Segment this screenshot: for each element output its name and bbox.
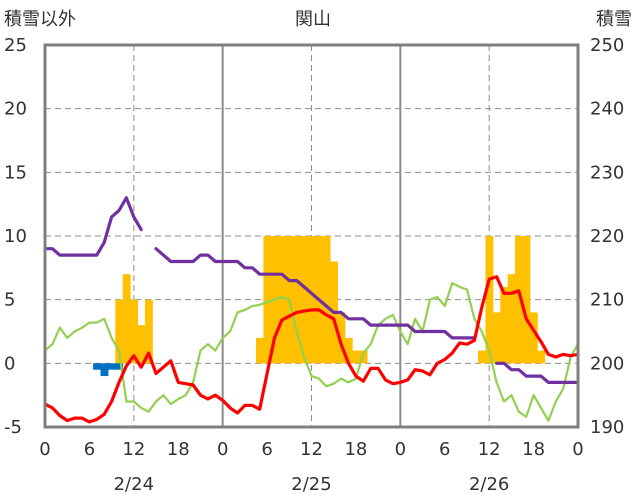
left-tick-label: -5 (4, 417, 22, 438)
chart-title: 関山 (295, 9, 331, 30)
x-tick-label: 0 (39, 439, 50, 460)
left-tick-label: 5 (4, 290, 15, 311)
precipitation-bar (144, 299, 153, 364)
precipitation-bar (522, 236, 531, 364)
date-label: 2/24 (114, 474, 154, 495)
precipitation-bar (500, 286, 509, 364)
date-label: 2/26 (469, 474, 509, 495)
left-tick-label: 15 (4, 162, 27, 183)
precipitation-bar (337, 312, 346, 364)
precipitation-bar (115, 299, 124, 364)
right-axis-ticks: 190 200 210 220 230 240 250 (590, 35, 624, 438)
precipitation-bar (300, 236, 309, 364)
right-tick-label: 240 (590, 99, 624, 120)
left-tick-label: 0 (4, 353, 15, 374)
right-tick-label: 200 (590, 353, 624, 374)
green-series-line (43, 282, 580, 422)
precipitation-bar (515, 236, 523, 364)
snowfall-bar (115, 363, 124, 370)
precipitation-bar (478, 350, 486, 364)
precipitation-bar (255, 337, 264, 364)
precipitation-bar (263, 236, 272, 364)
x-axis-ticks: 0 6 12 18 0 6 12 18 0 6 12 18 0 (39, 439, 583, 460)
precipitation-bar (359, 350, 368, 364)
x-tick-label: 18 (167, 439, 190, 460)
right-tick-label: 230 (590, 162, 624, 183)
precipitation-bar (278, 236, 287, 364)
x-tick-label: 12 (300, 439, 323, 460)
left-tick-label: 20 (4, 99, 27, 120)
x-tick-label: 0 (572, 439, 583, 460)
precipitation-bar (322, 236, 331, 364)
x-tick-label: 18 (522, 439, 545, 460)
left-tick-label: 25 (4, 35, 27, 56)
precipitation-bar (292, 236, 301, 364)
left-tick-label: 10 (4, 226, 27, 247)
right-axis-title: 積雪 (596, 9, 632, 30)
precipitation-bar (122, 274, 131, 364)
snowfall-series (93, 363, 124, 377)
snow-depth-line (43, 196, 143, 257)
date-labels: 2/24 2/25 2/26 (114, 474, 510, 495)
precipitation-bar (485, 236, 494, 364)
x-tick-label: 6 (261, 439, 272, 460)
snowfall-bar (100, 363, 109, 377)
line-series (43, 196, 580, 424)
x-tick-label: 6 (439, 439, 450, 460)
snowfall-bar (107, 363, 116, 370)
right-tick-label: 250 (590, 35, 624, 56)
precipitation-bar (344, 337, 353, 364)
precipitation-bar (537, 350, 546, 364)
precipitation-bar (529, 312, 538, 364)
precipitation-bar (137, 325, 146, 364)
x-tick-label: 0 (217, 439, 228, 460)
precipitation-bar (130, 299, 139, 364)
precipitation-bar (507, 274, 516, 364)
x-tick-label: 12 (478, 439, 501, 460)
right-tick-label: 210 (590, 290, 624, 311)
precipitation-bar (307, 236, 316, 364)
right-tick-label: 190 (590, 417, 624, 438)
precipitation-bar (492, 312, 501, 364)
snowfall-bar (93, 363, 102, 370)
date-label: 2/25 (291, 474, 331, 495)
snow-depth-line (495, 361, 580, 384)
left-axis-title: 積雪以外 (4, 9, 76, 30)
plot-frame (43, 43, 580, 429)
temperature-line (43, 275, 580, 424)
precipitation-bar (352, 350, 361, 364)
left-axis-ticks: -5 0 5 10 15 20 25 (4, 35, 27, 438)
x-tick-label: 0 (395, 439, 406, 460)
snow-depth-line (154, 247, 476, 340)
x-tick-label: 18 (344, 439, 367, 460)
x-tick-label: 12 (122, 439, 145, 460)
x-tick-label: 6 (84, 439, 95, 460)
right-tick-label: 220 (590, 226, 624, 247)
